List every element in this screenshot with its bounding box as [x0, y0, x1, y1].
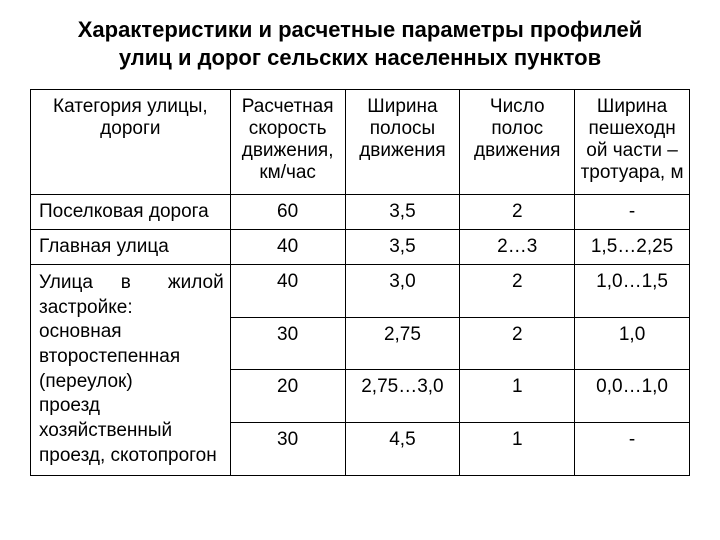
page-title: Характеристики и расчетные параметры про…	[78, 16, 643, 71]
table-header-row: Категория улицы, дороги Расчетная скорос…	[31, 90, 690, 195]
cell-lane-width: 3,5	[345, 195, 460, 230]
cell-speed: 30	[230, 317, 345, 370]
cell-sidewalk: -	[575, 422, 690, 475]
cell-lane-count: 1	[460, 422, 575, 475]
table-row: Главная улица 40 3,5 2…3 1,5…2,25	[31, 230, 690, 265]
cell-sidewalk: 1,0	[575, 317, 690, 370]
cell-sidewalk: -	[575, 195, 690, 230]
cell-category: Главная улица	[31, 230, 231, 265]
cell-lane-width: 3,5	[345, 230, 460, 265]
cell-lane-count: 2	[460, 195, 575, 230]
table-row: Поселковая дорога 60 3,5 2 -	[31, 195, 690, 230]
title-line-1: Характеристики и расчетные параметры про…	[78, 17, 643, 42]
cell-lane-count: 2…3	[460, 230, 575, 265]
cell-category-multi: Улица в жилой застройке: основная второс…	[31, 265, 231, 476]
cell-lane-count: 2	[460, 317, 575, 370]
title-line-2: улиц и дорог сельских населенных пунктов	[119, 45, 601, 70]
cell-lane-count: 2	[460, 265, 575, 318]
cell-sidewalk: 1,0…1,5	[575, 265, 690, 318]
cell-speed: 20	[230, 370, 345, 423]
header-category: Категория улицы, дороги	[31, 90, 231, 195]
cell-category: Поселковая дорога	[31, 195, 231, 230]
header-lane-count: Число полос движения	[460, 90, 575, 195]
cell-speed: 60	[230, 195, 345, 230]
header-speed: Расчетная скорость движения, км/час	[230, 90, 345, 195]
cell-speed: 40	[230, 230, 345, 265]
cell-lane-width: 4,5	[345, 422, 460, 475]
header-sidewalk: Ширина пешеходн ой части – тротуара, м	[575, 90, 690, 195]
header-lane-width: Ширина полосы движения	[345, 90, 460, 195]
cell-lane-count: 1	[460, 370, 575, 423]
cell-lane-width: 2,75…3,0	[345, 370, 460, 423]
cell-speed: 40	[230, 265, 345, 318]
cell-sidewalk: 1,5…2,25	[575, 230, 690, 265]
cell-sidewalk: 0,0…1,0	[575, 370, 690, 423]
table-row: Улица в жилой застройке: основная второс…	[31, 265, 690, 318]
cell-speed: 30	[230, 422, 345, 475]
parameters-table: Категория улицы, дороги Расчетная скорос…	[30, 89, 690, 476]
cell-lane-width: 2,75	[345, 317, 460, 370]
cell-lane-width: 3,0	[345, 265, 460, 318]
